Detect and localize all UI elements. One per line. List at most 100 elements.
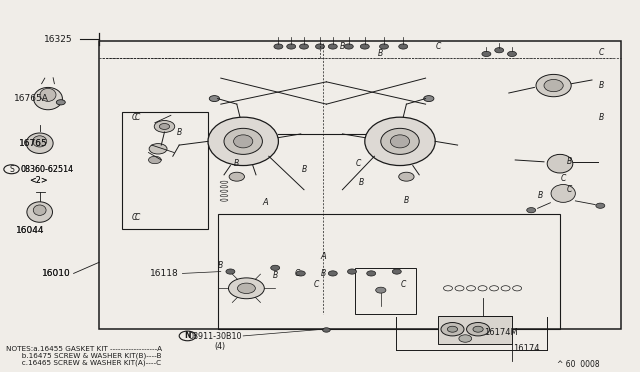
Ellipse shape xyxy=(208,117,278,166)
Circle shape xyxy=(495,48,504,53)
Ellipse shape xyxy=(381,128,419,154)
Circle shape xyxy=(508,51,516,57)
Text: C: C xyxy=(135,213,140,222)
Text: c.16465 SCREW & WASHER KIT(A)----C: c.16465 SCREW & WASHER KIT(A)----C xyxy=(6,359,161,366)
Text: 16010: 16010 xyxy=(42,269,70,278)
Text: ^ 60  0008: ^ 60 0008 xyxy=(557,360,600,369)
Circle shape xyxy=(399,44,408,49)
Text: (4): (4) xyxy=(214,342,225,351)
Ellipse shape xyxy=(547,154,573,173)
Circle shape xyxy=(348,269,356,274)
Circle shape xyxy=(441,323,464,336)
Circle shape xyxy=(367,271,376,276)
Text: B: B xyxy=(599,81,604,90)
Circle shape xyxy=(56,100,65,105)
Text: B: B xyxy=(567,157,572,166)
Text: 16325: 16325 xyxy=(44,35,72,44)
Text: B: B xyxy=(378,49,383,58)
Text: 08911-30B10: 08911-30B10 xyxy=(189,332,243,341)
Text: C: C xyxy=(356,159,361,168)
Ellipse shape xyxy=(536,74,572,97)
Text: <2>: <2> xyxy=(29,176,47,185)
Ellipse shape xyxy=(544,80,563,92)
Text: C: C xyxy=(314,280,319,289)
Text: C: C xyxy=(436,42,441,51)
Text: 16174: 16174 xyxy=(513,344,540,353)
Circle shape xyxy=(323,328,330,332)
Ellipse shape xyxy=(224,128,262,154)
Text: N: N xyxy=(184,331,191,340)
Circle shape xyxy=(527,208,536,213)
Circle shape xyxy=(300,44,308,49)
Circle shape xyxy=(467,323,490,336)
Ellipse shape xyxy=(40,89,56,101)
Text: 08360-62514: 08360-62514 xyxy=(20,165,74,174)
Ellipse shape xyxy=(390,135,410,148)
Text: B: B xyxy=(301,165,307,174)
Circle shape xyxy=(392,269,401,274)
Text: B: B xyxy=(599,113,604,122)
Circle shape xyxy=(237,283,255,294)
Text: B: B xyxy=(218,262,223,270)
Circle shape xyxy=(316,44,324,49)
Circle shape xyxy=(380,44,388,49)
Circle shape xyxy=(226,269,235,274)
Circle shape xyxy=(482,51,491,57)
Text: 16044: 16044 xyxy=(16,226,45,235)
Bar xyxy=(99,41,621,329)
Ellipse shape xyxy=(34,87,63,110)
Text: B: B xyxy=(273,271,278,280)
Text: 16765A: 16765A xyxy=(14,94,49,103)
Text: C: C xyxy=(135,113,140,122)
Ellipse shape xyxy=(33,205,46,215)
Text: A: A xyxy=(321,252,326,261)
Ellipse shape xyxy=(27,202,52,222)
Circle shape xyxy=(447,326,458,332)
Bar xyxy=(218,214,560,329)
Text: C: C xyxy=(295,269,300,278)
Text: B: B xyxy=(234,159,239,168)
Circle shape xyxy=(271,265,280,270)
Ellipse shape xyxy=(234,135,253,148)
Text: B: B xyxy=(321,269,326,278)
Bar xyxy=(122,112,208,229)
Text: A: A xyxy=(263,198,268,207)
Circle shape xyxy=(229,172,244,181)
Text: B: B xyxy=(538,191,543,200)
Circle shape xyxy=(287,44,296,49)
Text: 16174M: 16174M xyxy=(484,328,518,337)
Text: 16765: 16765 xyxy=(19,139,48,148)
Circle shape xyxy=(399,172,414,181)
Text: C: C xyxy=(131,213,136,222)
Ellipse shape xyxy=(33,136,47,147)
Circle shape xyxy=(596,203,605,208)
Circle shape xyxy=(344,44,353,49)
Circle shape xyxy=(149,144,167,154)
Circle shape xyxy=(424,96,434,102)
Text: 16765: 16765 xyxy=(19,139,48,148)
Text: 16118: 16118 xyxy=(150,269,179,278)
Text: B: B xyxy=(177,128,182,137)
Text: b.16475 SCREW & WASHER KIT(B)----B: b.16475 SCREW & WASHER KIT(B)----B xyxy=(6,352,162,359)
Text: C: C xyxy=(131,113,136,122)
Circle shape xyxy=(459,335,472,342)
Text: C: C xyxy=(599,48,604,57)
Text: 16010: 16010 xyxy=(42,269,70,278)
Ellipse shape xyxy=(26,133,53,153)
Circle shape xyxy=(376,287,386,293)
Text: C: C xyxy=(561,174,566,183)
Text: <2>: <2> xyxy=(29,176,47,185)
Text: B: B xyxy=(404,196,409,205)
Circle shape xyxy=(209,96,220,102)
Circle shape xyxy=(473,326,483,332)
Circle shape xyxy=(154,121,175,132)
Text: 16044: 16044 xyxy=(16,226,45,235)
Ellipse shape xyxy=(365,117,435,166)
Circle shape xyxy=(328,44,337,49)
Text: B: B xyxy=(359,178,364,187)
Text: C: C xyxy=(401,280,406,289)
Circle shape xyxy=(148,156,161,164)
Text: 08360-62514: 08360-62514 xyxy=(20,165,74,174)
Text: C: C xyxy=(567,185,572,194)
Circle shape xyxy=(328,271,337,276)
